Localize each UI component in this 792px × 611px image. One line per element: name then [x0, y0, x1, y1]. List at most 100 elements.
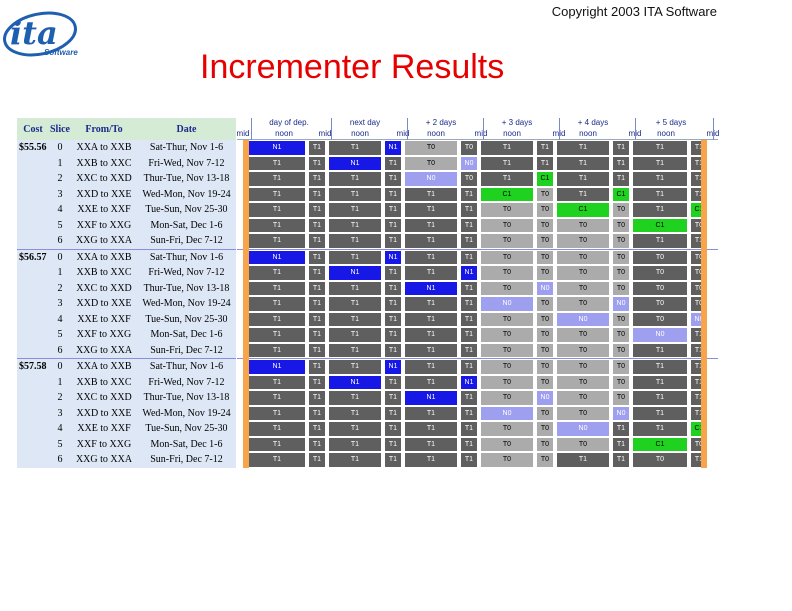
result-cell: T1 — [329, 328, 381, 342]
slice-row: 4 XXE to XXF Tue-Sun, Nov 25-30 — [17, 421, 236, 437]
date-range-text: Fri-Wed, Nov 7-12 — [148, 267, 225, 279]
result-cell: T1 — [405, 453, 457, 467]
result-cell: T0 — [481, 328, 533, 342]
result-cell: T1 — [405, 343, 457, 357]
result-cell: T1 — [461, 437, 477, 451]
results-grid: day of dep. next day + 2 days + 3 days + 4 d… — [237, 118, 719, 468]
day-header: next day — [349, 118, 381, 127]
result-cell: T1 — [329, 172, 381, 186]
date-range-text: Sun-Fri, Dec 7-12 — [150, 454, 223, 466]
date-range-text: Mon-Sat, Dec 1-6 — [150, 219, 223, 231]
result-cell: N0 — [613, 297, 629, 311]
result-cell: T1 — [461, 234, 477, 248]
date-range-text: Wed-Mon, Nov 19-24 — [142, 298, 231, 310]
result-cell: T1 — [309, 312, 325, 326]
day-boundary-tick — [559, 118, 560, 140]
result-cell: T0 — [481, 281, 533, 295]
route-text: XXE to XXF — [77, 204, 131, 216]
day-boundary-tick — [483, 118, 484, 140]
result-cell: T0 — [461, 141, 477, 155]
result-cell: T0 — [537, 406, 553, 420]
route-text: XXC to XXD — [76, 392, 132, 404]
result-cell: N1 — [405, 281, 457, 295]
slice-number: 0 — [57, 142, 63, 154]
midnight-label: mid — [474, 129, 488, 138]
result-cell: T0 — [613, 250, 629, 264]
result-cell: T1 — [385, 437, 401, 451]
route-text: XXG to XXA — [75, 454, 133, 466]
result-cell: C1 — [537, 172, 553, 186]
result-cell: C1 — [557, 203, 609, 217]
slice-row: 6 XXG to XXA Sun-Fri, Dec 7-12 — [17, 452, 236, 468]
result-cell: T1 — [613, 172, 629, 186]
result-cell: T0 — [481, 391, 533, 405]
result-cell: T1 — [461, 297, 477, 311]
result-cell: T1 — [385, 312, 401, 326]
route-text: XXG to XXA — [75, 235, 133, 247]
result-cell: T0 — [633, 266, 687, 280]
result-cell: T1 — [329, 203, 381, 217]
result-cell: T0 — [537, 218, 553, 232]
result-cell: T1 — [385, 281, 401, 295]
result-cell: T1 — [405, 312, 457, 326]
slice-number: 4 — [57, 313, 63, 325]
day-boundary-tick — [407, 118, 408, 140]
result-cell: T1 — [481, 156, 533, 170]
slice-row: 2 XXC to XXD Thur-Tue, Nov 13-18 — [17, 171, 236, 187]
day-header: day of dep. — [269, 118, 309, 127]
slice-number: 1 — [57, 157, 63, 169]
result-cell: T1 — [405, 187, 457, 201]
result-cell: T1 — [385, 172, 401, 186]
result-cell: T1 — [329, 218, 381, 232]
result-cell: T0 — [481, 203, 533, 217]
result-cell: T0 — [537, 187, 553, 201]
result-cell: T0 — [613, 203, 629, 217]
slice-row: 2 XXC to XXD Thur-Tue, Nov 13-18 — [17, 390, 236, 406]
result-cell: T1 — [461, 187, 477, 201]
result-row: T1 T1 N1 T1 T0 N0 T1 T1 T1 T1 T1 T1 — [237, 156, 718, 172]
route-text: XXF to XXG — [76, 219, 132, 231]
date-range-text: Tue-Sun, Nov 25-30 — [145, 423, 228, 435]
result-cell: T0 — [537, 360, 553, 374]
result-cell: T1 — [329, 453, 381, 467]
result-row: T1 T1 N1 T1 T1 N1 T0 T0 T0 T0 T1 T1 — [237, 375, 718, 391]
result-cell: T1 — [249, 203, 305, 217]
slice-row: 1 XXB to XXC Fri-Wed, Nov 7-12 — [17, 265, 236, 281]
result-cell: T0 — [613, 234, 629, 248]
result-row: T1 T1 T1 T1 T1 T1 T0 T0 T0 T0 T1 T1 — [237, 343, 718, 359]
result-row: T1 T1 T1 T1 T1 T1 T0 T0 T0 T0 N0 T1 — [237, 327, 718, 343]
slice-info-header: Cost Slice From/To Date — [17, 118, 236, 140]
result-cell: C1 — [633, 218, 687, 232]
slice-row: $57.58 0 XXA to XXB Sat-Thur, Nov 1-6 — [17, 359, 236, 375]
slice-number: 1 — [57, 267, 63, 279]
result-cell: T1 — [557, 172, 609, 186]
result-cell: T1 — [249, 422, 305, 436]
result-cell: N1 — [249, 360, 305, 374]
result-cell: T0 — [537, 312, 553, 326]
result-cell: T1 — [309, 343, 325, 357]
result-cell: N0 — [557, 312, 609, 326]
result-cell: T1 — [309, 297, 325, 311]
result-cell: T0 — [613, 266, 629, 280]
result-cell: T1 — [249, 343, 305, 357]
route-text: XXB to XXC — [76, 157, 132, 169]
result-cell: T1 — [329, 141, 381, 155]
result-cell: T1 — [249, 453, 305, 467]
result-cell: N0 — [405, 172, 457, 186]
slice-row: 1 XXB to XXC Fri-Wed, Nov 7-12 — [17, 374, 236, 390]
group-separator — [237, 358, 718, 359]
result-cell: T1 — [309, 328, 325, 342]
result-cell: T1 — [385, 297, 401, 311]
result-row: T1 T1 T1 T1 T1 T1 N0 T0 T0 N0 T1 T1 — [237, 406, 718, 422]
window-boundary-bar — [243, 140, 249, 468]
result-cell: T1 — [633, 141, 687, 155]
date-range-text: Sat-Thur, Nov 1-6 — [149, 251, 224, 263]
date-range-text: Thur-Tue, Nov 13-18 — [143, 173, 230, 185]
noon-label: noon — [503, 129, 521, 138]
cost-value: $55.56 — [19, 142, 47, 154]
result-cell: T1 — [405, 218, 457, 232]
date-range-text: Sat-Thur, Nov 1-6 — [149, 361, 224, 373]
result-cell: T0 — [557, 391, 609, 405]
result-cell: T1 — [309, 281, 325, 295]
route-text: XXB to XXC — [76, 267, 132, 279]
